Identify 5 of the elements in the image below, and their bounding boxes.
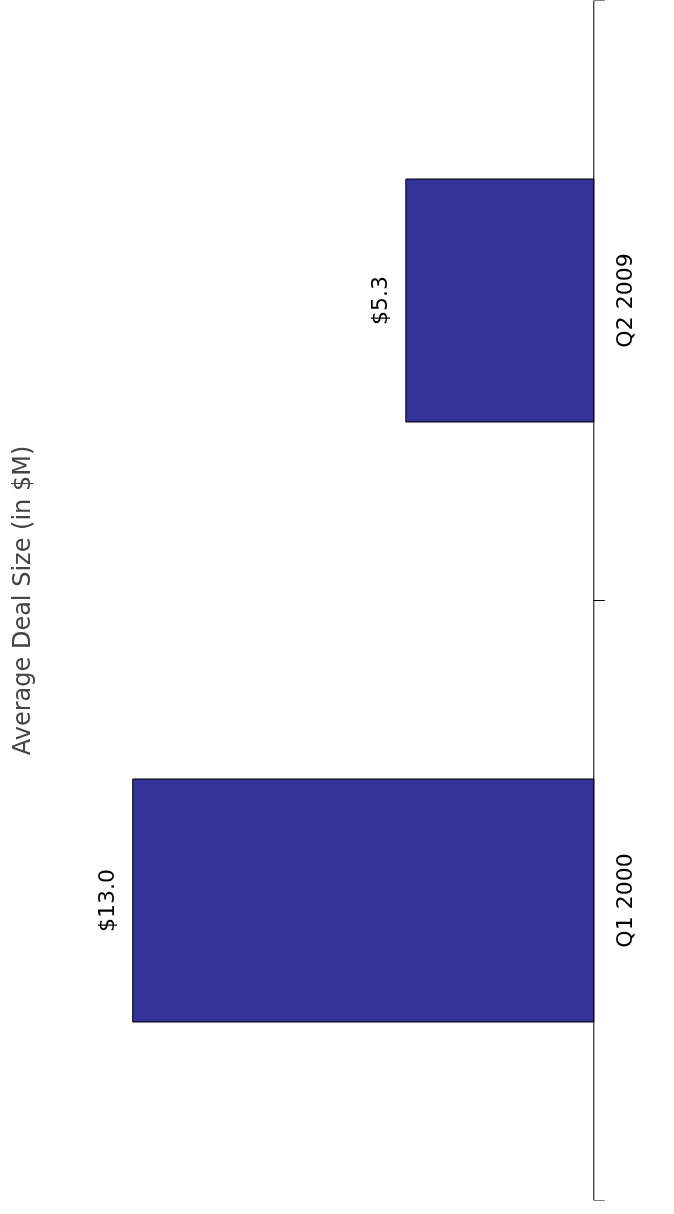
data-label: $5.3 — [366, 276, 392, 325]
y-axis-title: Average Deal Size (in $M) — [7, 445, 36, 756]
y-tick-label: Q1 2000 — [611, 853, 637, 948]
y-tick-label: Q2 2009 — [611, 253, 637, 348]
data-label: $13.0 — [93, 869, 119, 932]
